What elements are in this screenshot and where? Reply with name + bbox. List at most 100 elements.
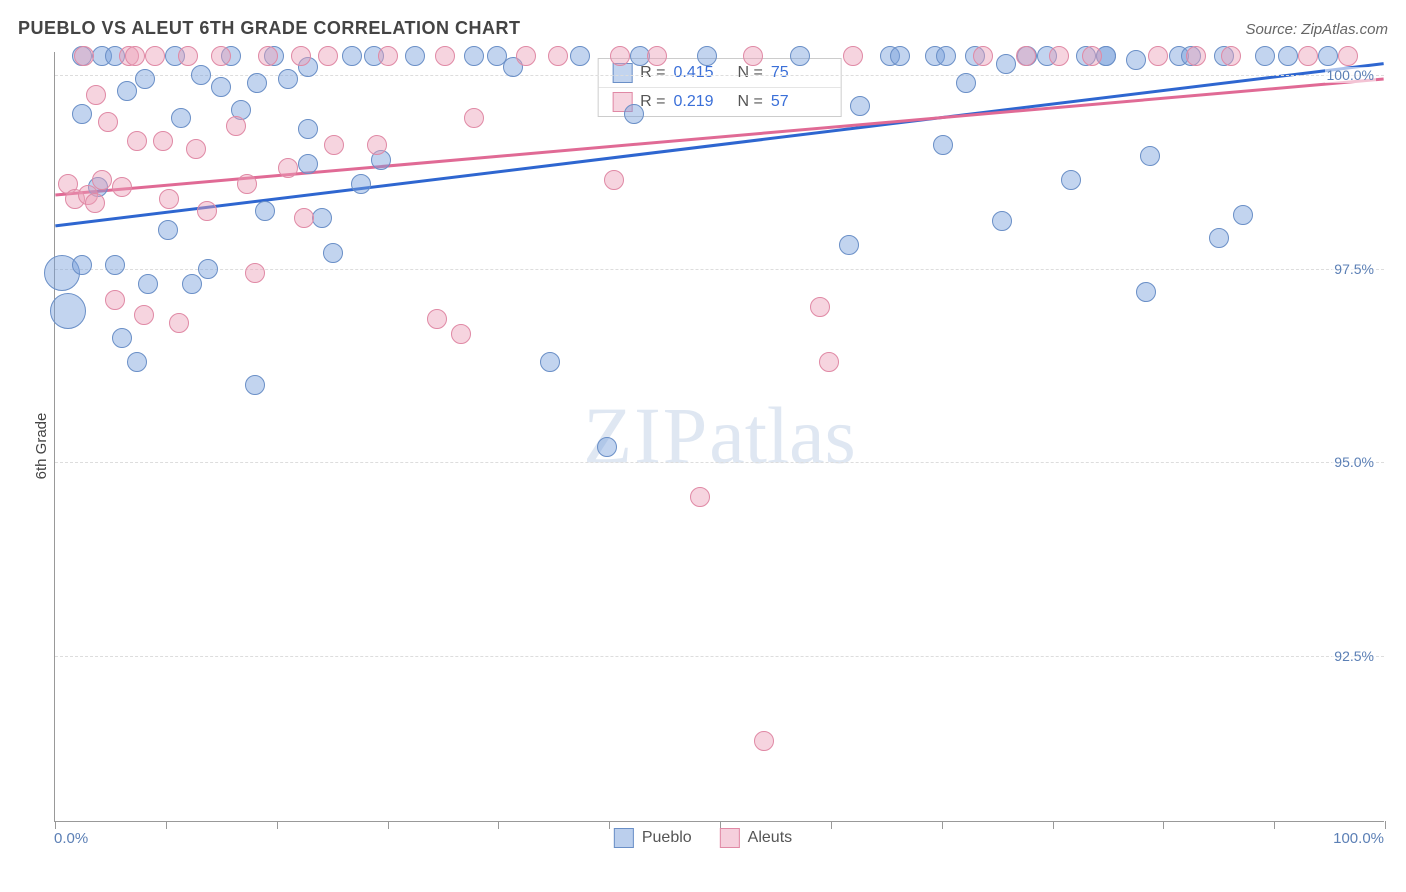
data-point [127,352,147,372]
data-point [211,77,231,97]
data-point [570,46,590,66]
data-point [890,46,910,66]
data-point [843,46,863,66]
data-point [98,112,118,132]
chart-source: Source: ZipAtlas.com [1245,21,1388,38]
data-point [435,46,455,66]
x-tick [831,821,832,829]
legend-item: Pueblo [614,828,692,848]
data-point [138,274,158,294]
watermark: ZIPatlas [583,391,856,482]
data-point [211,46,231,66]
data-point [1278,46,1298,66]
y-axis-label: 6th Grade [33,413,50,480]
data-point [367,135,387,155]
data-point [1082,46,1102,66]
trend-lines [55,52,1384,821]
data-point [258,46,278,66]
data-point [159,189,179,209]
data-point [294,208,314,228]
data-point [186,139,206,159]
x-axis-label-min: 0.0% [54,830,88,847]
data-point [1136,282,1156,302]
data-point [125,46,145,66]
n-value: 57 [771,93,827,111]
data-point [278,69,298,89]
n-value: 75 [771,64,827,82]
data-point [237,174,257,194]
data-point [1255,46,1275,66]
data-point [839,235,859,255]
data-point [378,46,398,66]
data-point [171,108,191,128]
data-point [226,116,246,136]
data-point [464,46,484,66]
data-point [597,437,617,457]
r-label: R = [640,64,665,82]
data-point [1338,46,1358,66]
n-label: N = [738,64,763,82]
data-point [278,158,298,178]
data-point [86,85,106,105]
data-point [169,313,189,333]
data-point [405,46,425,66]
data-point [1140,146,1160,166]
data-point [690,487,710,507]
data-point [153,131,173,151]
x-tick [1163,821,1164,829]
y-tick-label: 100.0% [1325,67,1376,83]
data-point [112,328,132,348]
data-point [540,352,560,372]
data-point [451,324,471,344]
x-tick [498,821,499,829]
data-point [298,154,318,174]
data-point [819,352,839,372]
data-point [158,220,178,240]
x-tick [277,821,278,829]
data-point [74,46,94,66]
series-legend: Pueblo Aleuts [614,828,792,848]
data-point [548,46,568,66]
data-point [50,293,86,329]
gridline [55,656,1384,657]
data-point [1221,46,1241,66]
data-point [1298,46,1318,66]
data-point [318,46,338,66]
y-tick-label: 92.5% [1332,648,1376,664]
data-point [810,297,830,317]
data-point [105,290,125,310]
x-tick [942,821,943,829]
data-point [298,119,318,139]
data-point [351,174,371,194]
chart-header: PUEBLO VS ALEUT 6TH GRADE CORRELATION CH… [18,18,1388,39]
gridline [55,462,1384,463]
data-point [72,255,92,275]
data-point [697,46,717,66]
data-point [245,375,265,395]
legend-swatch [720,828,740,848]
x-tick [1385,821,1386,829]
data-point [127,131,147,151]
x-tick [609,821,610,829]
data-point [198,259,218,279]
x-tick [1053,821,1054,829]
data-point [1148,46,1168,66]
data-point [72,104,92,124]
x-tick [166,821,167,829]
r-value: 0.219 [674,93,730,111]
data-point [516,46,536,66]
data-point [790,46,810,66]
y-tick-label: 95.0% [1332,454,1376,470]
data-point [145,46,165,66]
data-point [1049,46,1069,66]
data-point [255,201,275,221]
legend-item: Aleuts [720,828,792,848]
data-point [604,170,624,190]
data-point [312,208,332,228]
data-point [323,243,343,263]
data-point [324,135,344,155]
data-point [1209,228,1229,248]
data-point [624,104,644,124]
data-point [92,170,112,190]
data-point [754,731,774,751]
